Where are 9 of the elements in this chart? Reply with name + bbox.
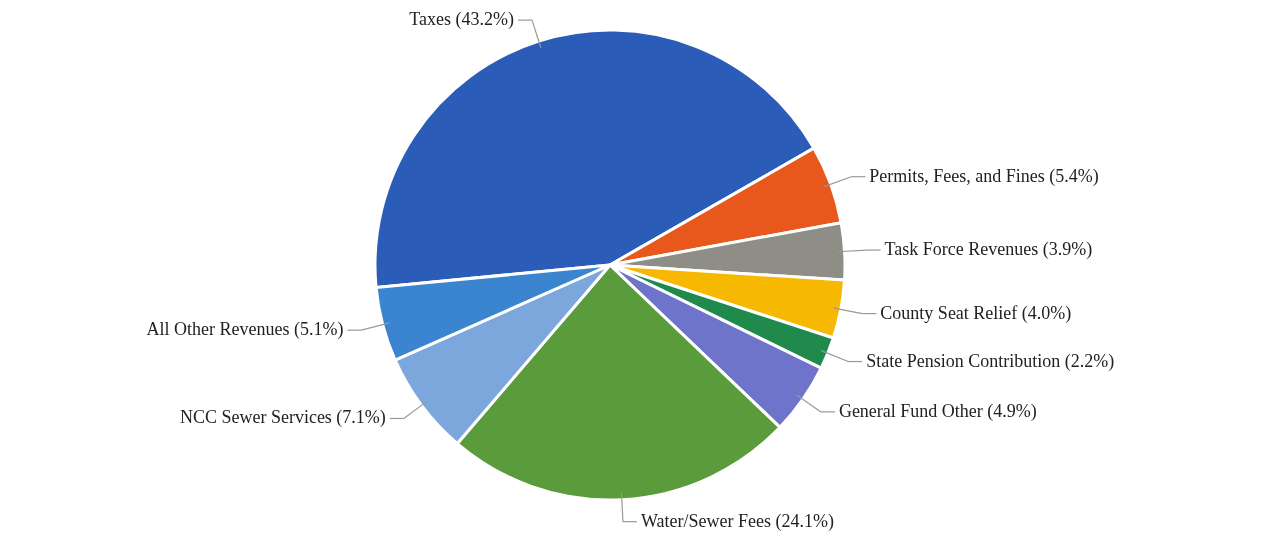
slice-label: All Other Revenues (5.1%) xyxy=(146,319,344,341)
slice-label: Permits, Fees, and Fines (5.4%) xyxy=(869,165,1099,187)
slice-label: State Pension Contribution (2.2%) xyxy=(866,350,1115,372)
slice-label: County Seat Relief (4.0%) xyxy=(880,302,1072,324)
slice-label: Taxes (43.2%) xyxy=(409,9,515,31)
slice-label: Water/Sewer Fees (24.1%) xyxy=(640,510,834,532)
slice-label: General Fund Other (4.9%) xyxy=(838,400,1037,422)
slice-label: Task Force Revenues (3.9%) xyxy=(884,239,1093,261)
slice-label: NCC Sewer Services (7.1%) xyxy=(179,407,386,429)
